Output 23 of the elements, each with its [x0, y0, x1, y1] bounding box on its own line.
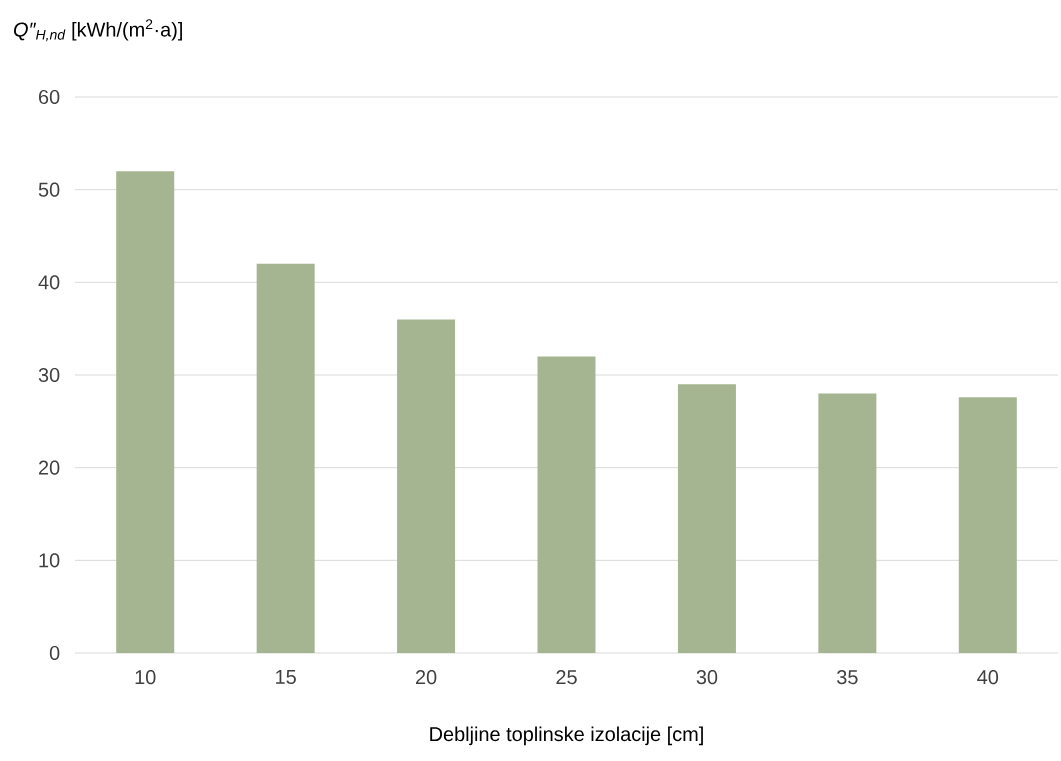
- x-tick-label: 35: [837, 670, 858, 685]
- y-tick-label: 50: [38, 182, 60, 197]
- x-tick-label: 40: [977, 670, 999, 685]
- text: Q″$_{H,nd}$ [kWh/(m$^{2}$·a)]: [14, 19, 182, 42]
- bar: [256, 263, 315, 653]
- y-tick-label: 60: [39, 89, 60, 105]
- x-tick-label: 30: [696, 670, 718, 685]
- y-tick-label: 20: [39, 460, 60, 475]
- y-tick-label: 0: [49, 645, 60, 661]
- y-tick-label: 10: [39, 553, 60, 568]
- bar: [677, 384, 736, 653]
- bar: [958, 397, 1017, 653]
- bar: [397, 319, 456, 653]
- x-tick-label: 15: [276, 670, 296, 684]
- x-tick-label: 25: [556, 670, 577, 685]
- bar: [818, 393, 877, 653]
- y-tick-label: 40: [38, 275, 60, 290]
- bar: [537, 356, 596, 653]
- x-tick-label: 10: [135, 670, 156, 685]
- x-tick-label: 20: [415, 670, 437, 685]
- y-tick-label: 30: [38, 367, 60, 383]
- bar: [116, 171, 175, 653]
- x-axis-title: Debljine toplinske izolacije [cm]: [430, 726, 703, 746]
